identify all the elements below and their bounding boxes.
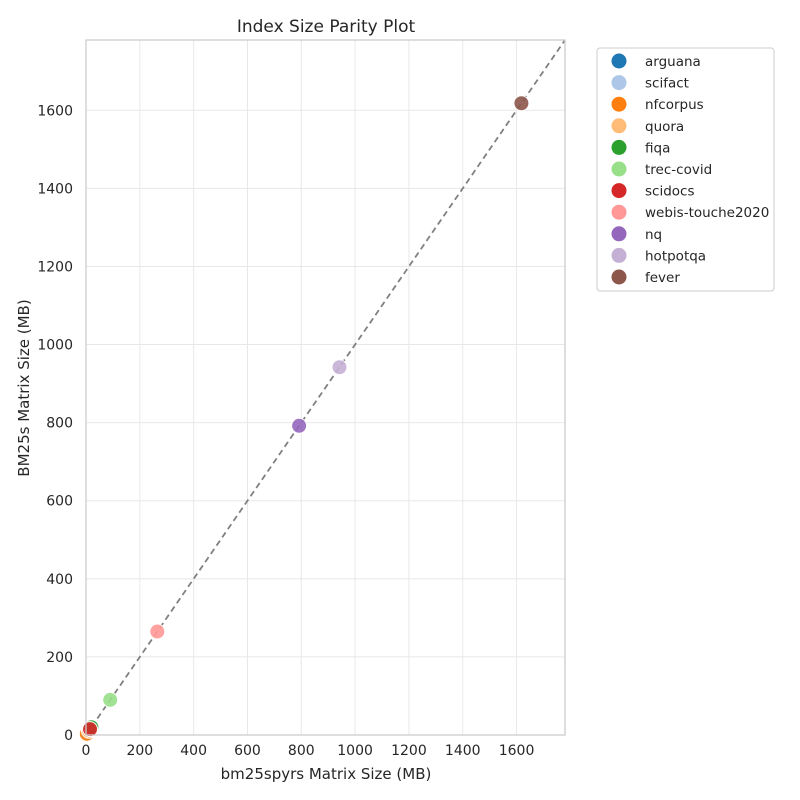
y-tick-label: 1600	[37, 103, 73, 119]
x-tick-label: 200	[126, 743, 153, 759]
legend-label-nq: nq	[645, 227, 662, 243]
chart-title: Index Size Parity Plot	[237, 17, 416, 37]
y-axis-ticks: 0 200 400 600 800 1000 1200 1400 1600	[37, 103, 73, 744]
legend-marker-nq	[611, 226, 627, 242]
plot-frame	[85, 39, 566, 736]
legend-marker-arguana	[611, 53, 627, 69]
grid-lines	[85, 40, 565, 736]
legend-marker-nfcorpus	[611, 96, 627, 112]
legend-box	[596, 47, 775, 292]
x-tick-label: 400	[180, 743, 207, 759]
legend-label-nfcorpus: nfcorpus	[645, 97, 704, 113]
point-fever	[513, 95, 530, 112]
legend-marker-hotpotqa	[611, 247, 627, 263]
parity-reference-line	[85, 39, 566, 736]
y-tick-label: 600	[46, 494, 73, 510]
y-tick-label: 800	[46, 416, 73, 432]
legend-label-scidocs: scidocs	[645, 184, 695, 200]
legend-label-scifact: scifact	[645, 76, 689, 92]
x-tick-label: 800	[288, 743, 315, 759]
x-axis-label: bm25spyrs Matrix Size (MB)	[221, 765, 432, 783]
legend-label-fiqa: fiqa	[645, 140, 670, 156]
point-trec-covid	[102, 691, 119, 708]
data-points	[78, 95, 530, 742]
y-tick-label: 0	[64, 728, 73, 744]
legend-marker-webis-touche2020	[611, 204, 627, 220]
y-tick-label: 200	[46, 650, 73, 666]
legend-items: arguana scifact nfcorpus quora fiqa trec-covi…	[611, 53, 769, 286]
x-axis-ticks: 0 200 400 600 800 1000 1200 1400 1600	[82, 743, 535, 759]
x-tick-label: 600	[234, 743, 261, 759]
legend-marker-scifact	[611, 75, 627, 91]
x-tick-label: 1000	[337, 743, 373, 759]
x-tick-label: 1600	[499, 743, 535, 759]
legend-label-trec-covid: trec-covid	[645, 162, 712, 178]
legend-marker-fever	[611, 269, 627, 285]
point-nq	[291, 417, 308, 434]
legend-marker-quora	[611, 118, 627, 134]
x-tick-label: 0	[82, 743, 91, 759]
legend-label-arguana: arguana	[645, 54, 701, 70]
legend-label-quora: quora	[645, 119, 684, 135]
y-tick-label: 400	[46, 572, 73, 588]
legend-marker-scidocs	[611, 183, 627, 199]
legend-label-webis-touche2020: webis-touche2020	[645, 205, 769, 221]
y-axis-label: BM25s Matrix Size (MB)	[15, 299, 33, 476]
x-tick-label: 1200	[391, 743, 427, 759]
point-webis-touche2020	[149, 623, 166, 640]
legend-marker-fiqa	[611, 139, 627, 155]
x-tick-label: 1400	[445, 743, 481, 759]
point-hotpotqa	[331, 359, 348, 376]
legend-marker-trec-covid	[611, 161, 627, 177]
legend: arguana scifact nfcorpus quora fiqa trec-covi…	[596, 47, 775, 292]
y-tick-label: 1400	[37, 181, 73, 197]
y-tick-label: 1200	[37, 259, 73, 275]
legend-label-fever: fever	[645, 270, 680, 286]
y-tick-label: 1000	[37, 338, 73, 354]
legend-label-hotpotqa: hotpotqa	[645, 248, 706, 264]
